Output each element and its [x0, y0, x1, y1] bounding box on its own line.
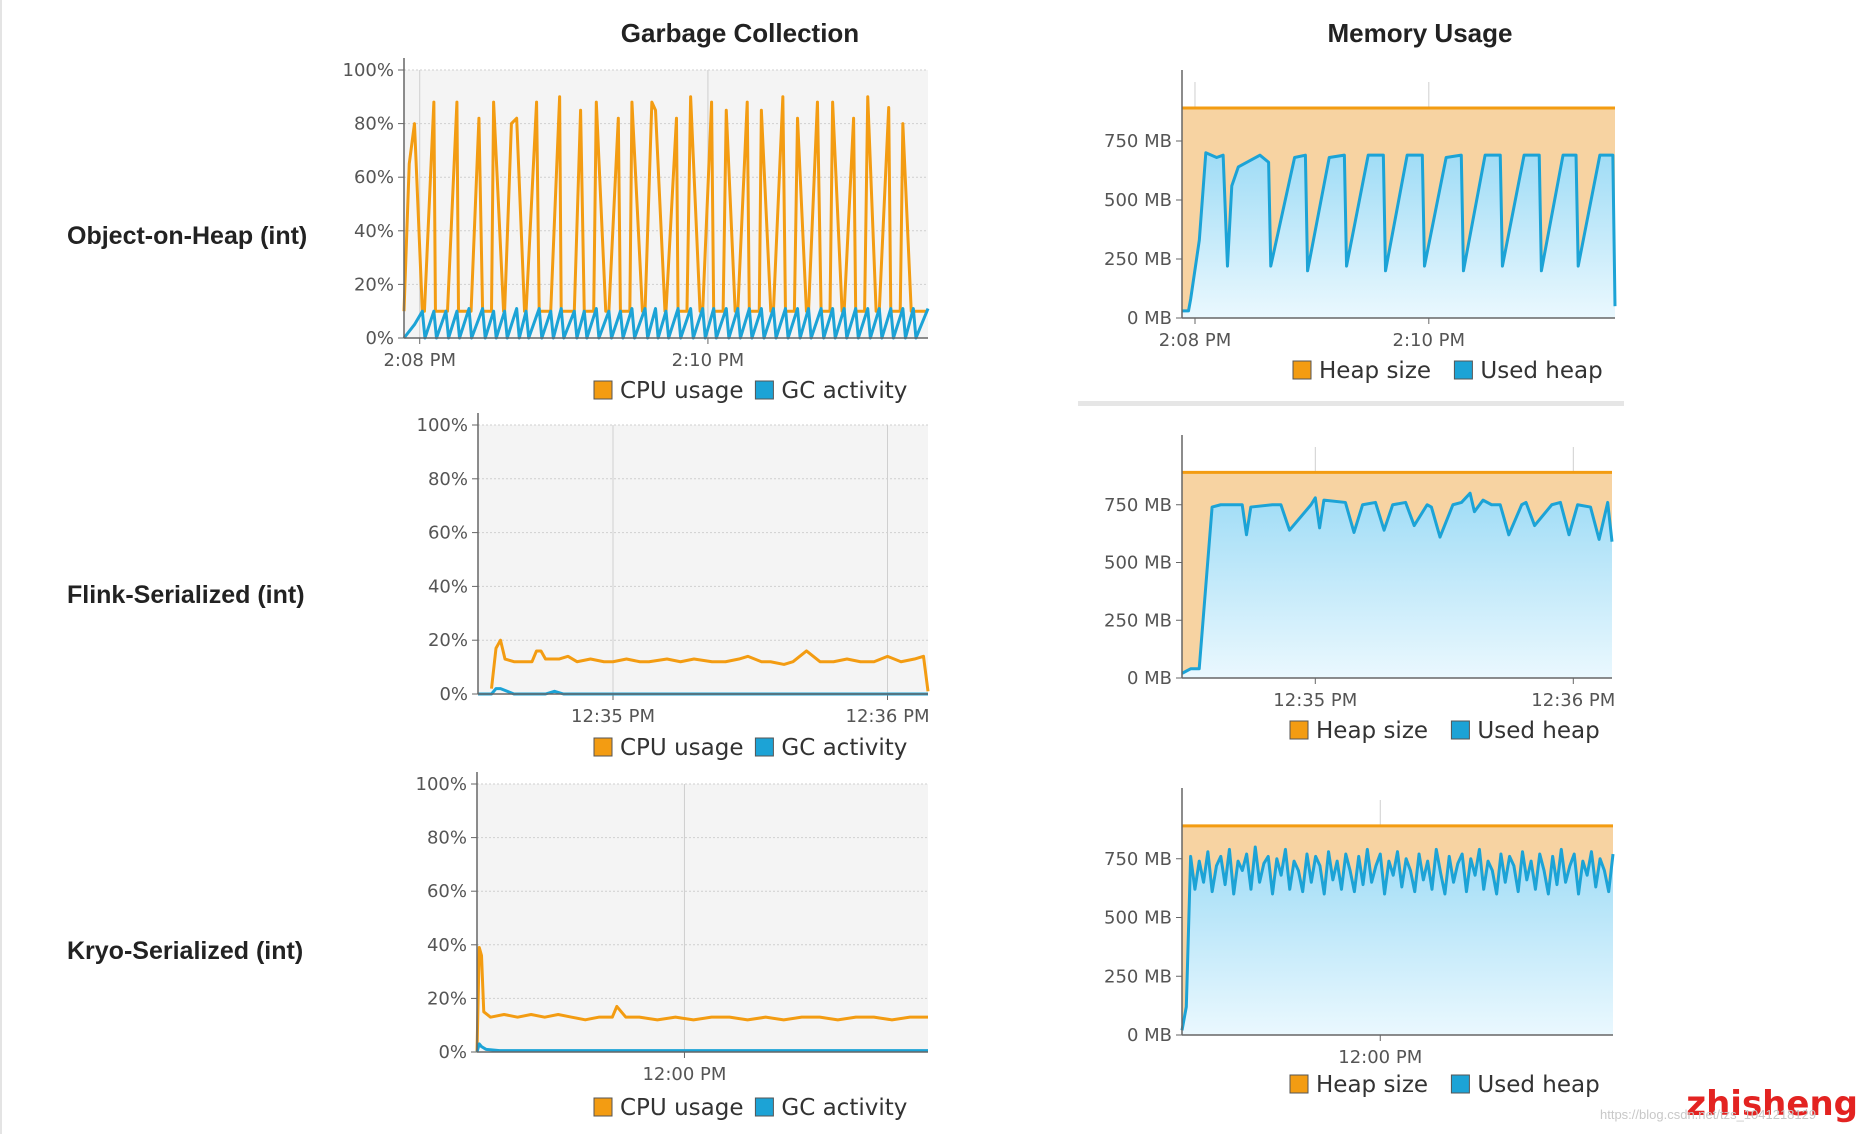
- y-tick-label: 750 MB: [1104, 131, 1172, 152]
- row-label-flink-serialized: Flink-Serialized (int): [67, 581, 305, 609]
- cpu-usage-line: [490, 638, 930, 692]
- y-tick-label: 0 MB: [1127, 668, 1172, 689]
- y-tick-label: 0%: [365, 328, 394, 349]
- legend-swatch: [1453, 360, 1473, 380]
- y-tick-label: 500 MB: [1104, 553, 1172, 574]
- x-tick-label: 2:08 PM: [1159, 330, 1232, 351]
- y-tick-label: 60%: [428, 523, 468, 544]
- legend-label: GC activity: [781, 378, 907, 404]
- y-tick-label: 80%: [427, 828, 467, 849]
- legend-label: CPU usage: [620, 735, 743, 761]
- x-tick-label: 12:00 PM: [1338, 1047, 1422, 1068]
- y-tick-label: 250 MB: [1104, 249, 1172, 270]
- y-tick-label: 80%: [428, 469, 468, 490]
- y-tick-label: 500 MB: [1104, 190, 1172, 211]
- legend-swatch: [754, 737, 774, 757]
- chart-gc-flink-serialized: 0% 20% 40% 60% 80% 100% 12:35 PM 12:36 PM CPU us…: [417, 413, 930, 761]
- x-tick-label: 12:36 PM: [846, 706, 930, 727]
- plot-background: [478, 425, 928, 694]
- x-tick-label: 2:10 PM: [1393, 330, 1466, 351]
- chart-mem-kryo-serialized: 0 MB 250 MB 500 MB 750 MB 12:00 PM Heap size U…: [1104, 788, 1615, 1098]
- y-tick-label: 0%: [438, 1042, 467, 1063]
- blog-url-text: https://blog.csdn.net/tzs_1041218129: [1600, 1107, 1817, 1122]
- legend-label: CPU usage: [620, 1095, 743, 1121]
- y-tick-label: 250 MB: [1104, 610, 1172, 631]
- plot-background: [477, 784, 928, 1052]
- x-tick-label: 2:10 PM: [672, 350, 745, 371]
- row-label-kryo-serialized: Kryo-Serialized (int): [67, 937, 304, 965]
- legend-swatch: [1289, 720, 1309, 740]
- y-tick-label: 250 MB: [1104, 966, 1172, 987]
- chart-mem-object-on-heap: 0 MB 250 MB 500 MB 750 MB 2:08 PM 2:10 PM Heap…: [1104, 70, 1617, 384]
- x-tick-label: 12:36 PM: [1531, 690, 1615, 711]
- y-tick-label: 40%: [428, 576, 468, 597]
- used-heap-area: [1182, 493, 1612, 678]
- legend-label: Used heap: [1477, 718, 1599, 744]
- y-tick-label: 80%: [354, 114, 394, 135]
- y-tick-label: 20%: [354, 274, 394, 295]
- used-heap-line: [1180, 845, 1615, 1031]
- legend-label: GC activity: [781, 1095, 907, 1121]
- watermark-text: zhisheng: [1686, 1084, 1858, 1124]
- legend-label: Used heap: [1480, 358, 1602, 384]
- x-tick-label: 12:00 PM: [642, 1064, 726, 1085]
- legend-swatch: [754, 1097, 774, 1117]
- gc-column-title: Garbage Collection: [620, 18, 860, 48]
- used-heap-area: [1182, 847, 1613, 1035]
- chart-mem-flink-serialized: 0 MB 250 MB 500 MB 750 MB 12:35 PM 12:36 PM He…: [1104, 435, 1615, 744]
- chart-gc-kryo-serialized: 0% 20% 40% 60% 80% 100% 12:00 PM CPU usage GC ac…: [416, 772, 928, 1121]
- page-edge-line: [0, 0, 2, 1134]
- y-tick-label: 20%: [427, 988, 467, 1009]
- cpu-usage-line: [402, 95, 928, 313]
- chart-gc-object-on-heap: 0% 20% 40% 60% 80% 100% 2:08 PM 2:10 PM CPU usag…: [343, 58, 930, 404]
- y-tick-label: 750 MB: [1104, 495, 1172, 516]
- legend-swatch: [593, 737, 613, 757]
- legend-swatch: [1450, 720, 1470, 740]
- legend-label: Used heap: [1477, 1072, 1599, 1098]
- y-tick-label: 500 MB: [1104, 908, 1172, 929]
- used-heap-line: [1181, 491, 1614, 675]
- legend-swatch: [593, 380, 613, 400]
- y-tick-label: 0 MB: [1127, 1025, 1172, 1046]
- gc-activity-line: [402, 307, 930, 340]
- y-tick-label: 40%: [427, 935, 467, 956]
- legend-label: CPU usage: [620, 378, 743, 404]
- x-tick-label: 12:35 PM: [1273, 690, 1357, 711]
- y-tick-label: 60%: [427, 881, 467, 902]
- x-tick-label: 2:08 PM: [383, 350, 456, 371]
- legend-swatch: [754, 380, 774, 400]
- y-tick-label: 100%: [416, 774, 467, 795]
- legend-label: Heap size: [1319, 358, 1431, 384]
- legend-label: Heap size: [1316, 1072, 1428, 1098]
- used-heap-line: [1182, 151, 1617, 313]
- legend-swatch: [1450, 1074, 1470, 1094]
- x-tick-label: 12:35 PM: [571, 706, 655, 727]
- legend-label: Heap size: [1316, 718, 1428, 744]
- y-tick-label: 0%: [439, 684, 468, 705]
- legend-swatch: [593, 1097, 613, 1117]
- panel-divider: [1078, 401, 1624, 406]
- legend-label: GC activity: [781, 735, 907, 761]
- y-tick-label: 40%: [354, 221, 394, 242]
- legend-swatch: [1289, 1074, 1309, 1094]
- y-tick-label: 60%: [354, 167, 394, 188]
- y-tick-label: 750 MB: [1104, 849, 1172, 870]
- cpu-usage-line: [475, 945, 928, 1053]
- row-label-object-on-heap: Object-on-Heap (int): [67, 222, 308, 250]
- y-tick-label: 100%: [343, 60, 394, 81]
- y-tick-label: 20%: [428, 630, 468, 651]
- y-tick-label: 100%: [417, 415, 468, 436]
- used-heap-area: [1182, 152, 1615, 318]
- gc-activity-line: [475, 1042, 928, 1053]
- memory-column-title: Memory Usage: [1327, 18, 1513, 48]
- legend-swatch: [1292, 360, 1312, 380]
- y-tick-label: 0 MB: [1127, 308, 1172, 329]
